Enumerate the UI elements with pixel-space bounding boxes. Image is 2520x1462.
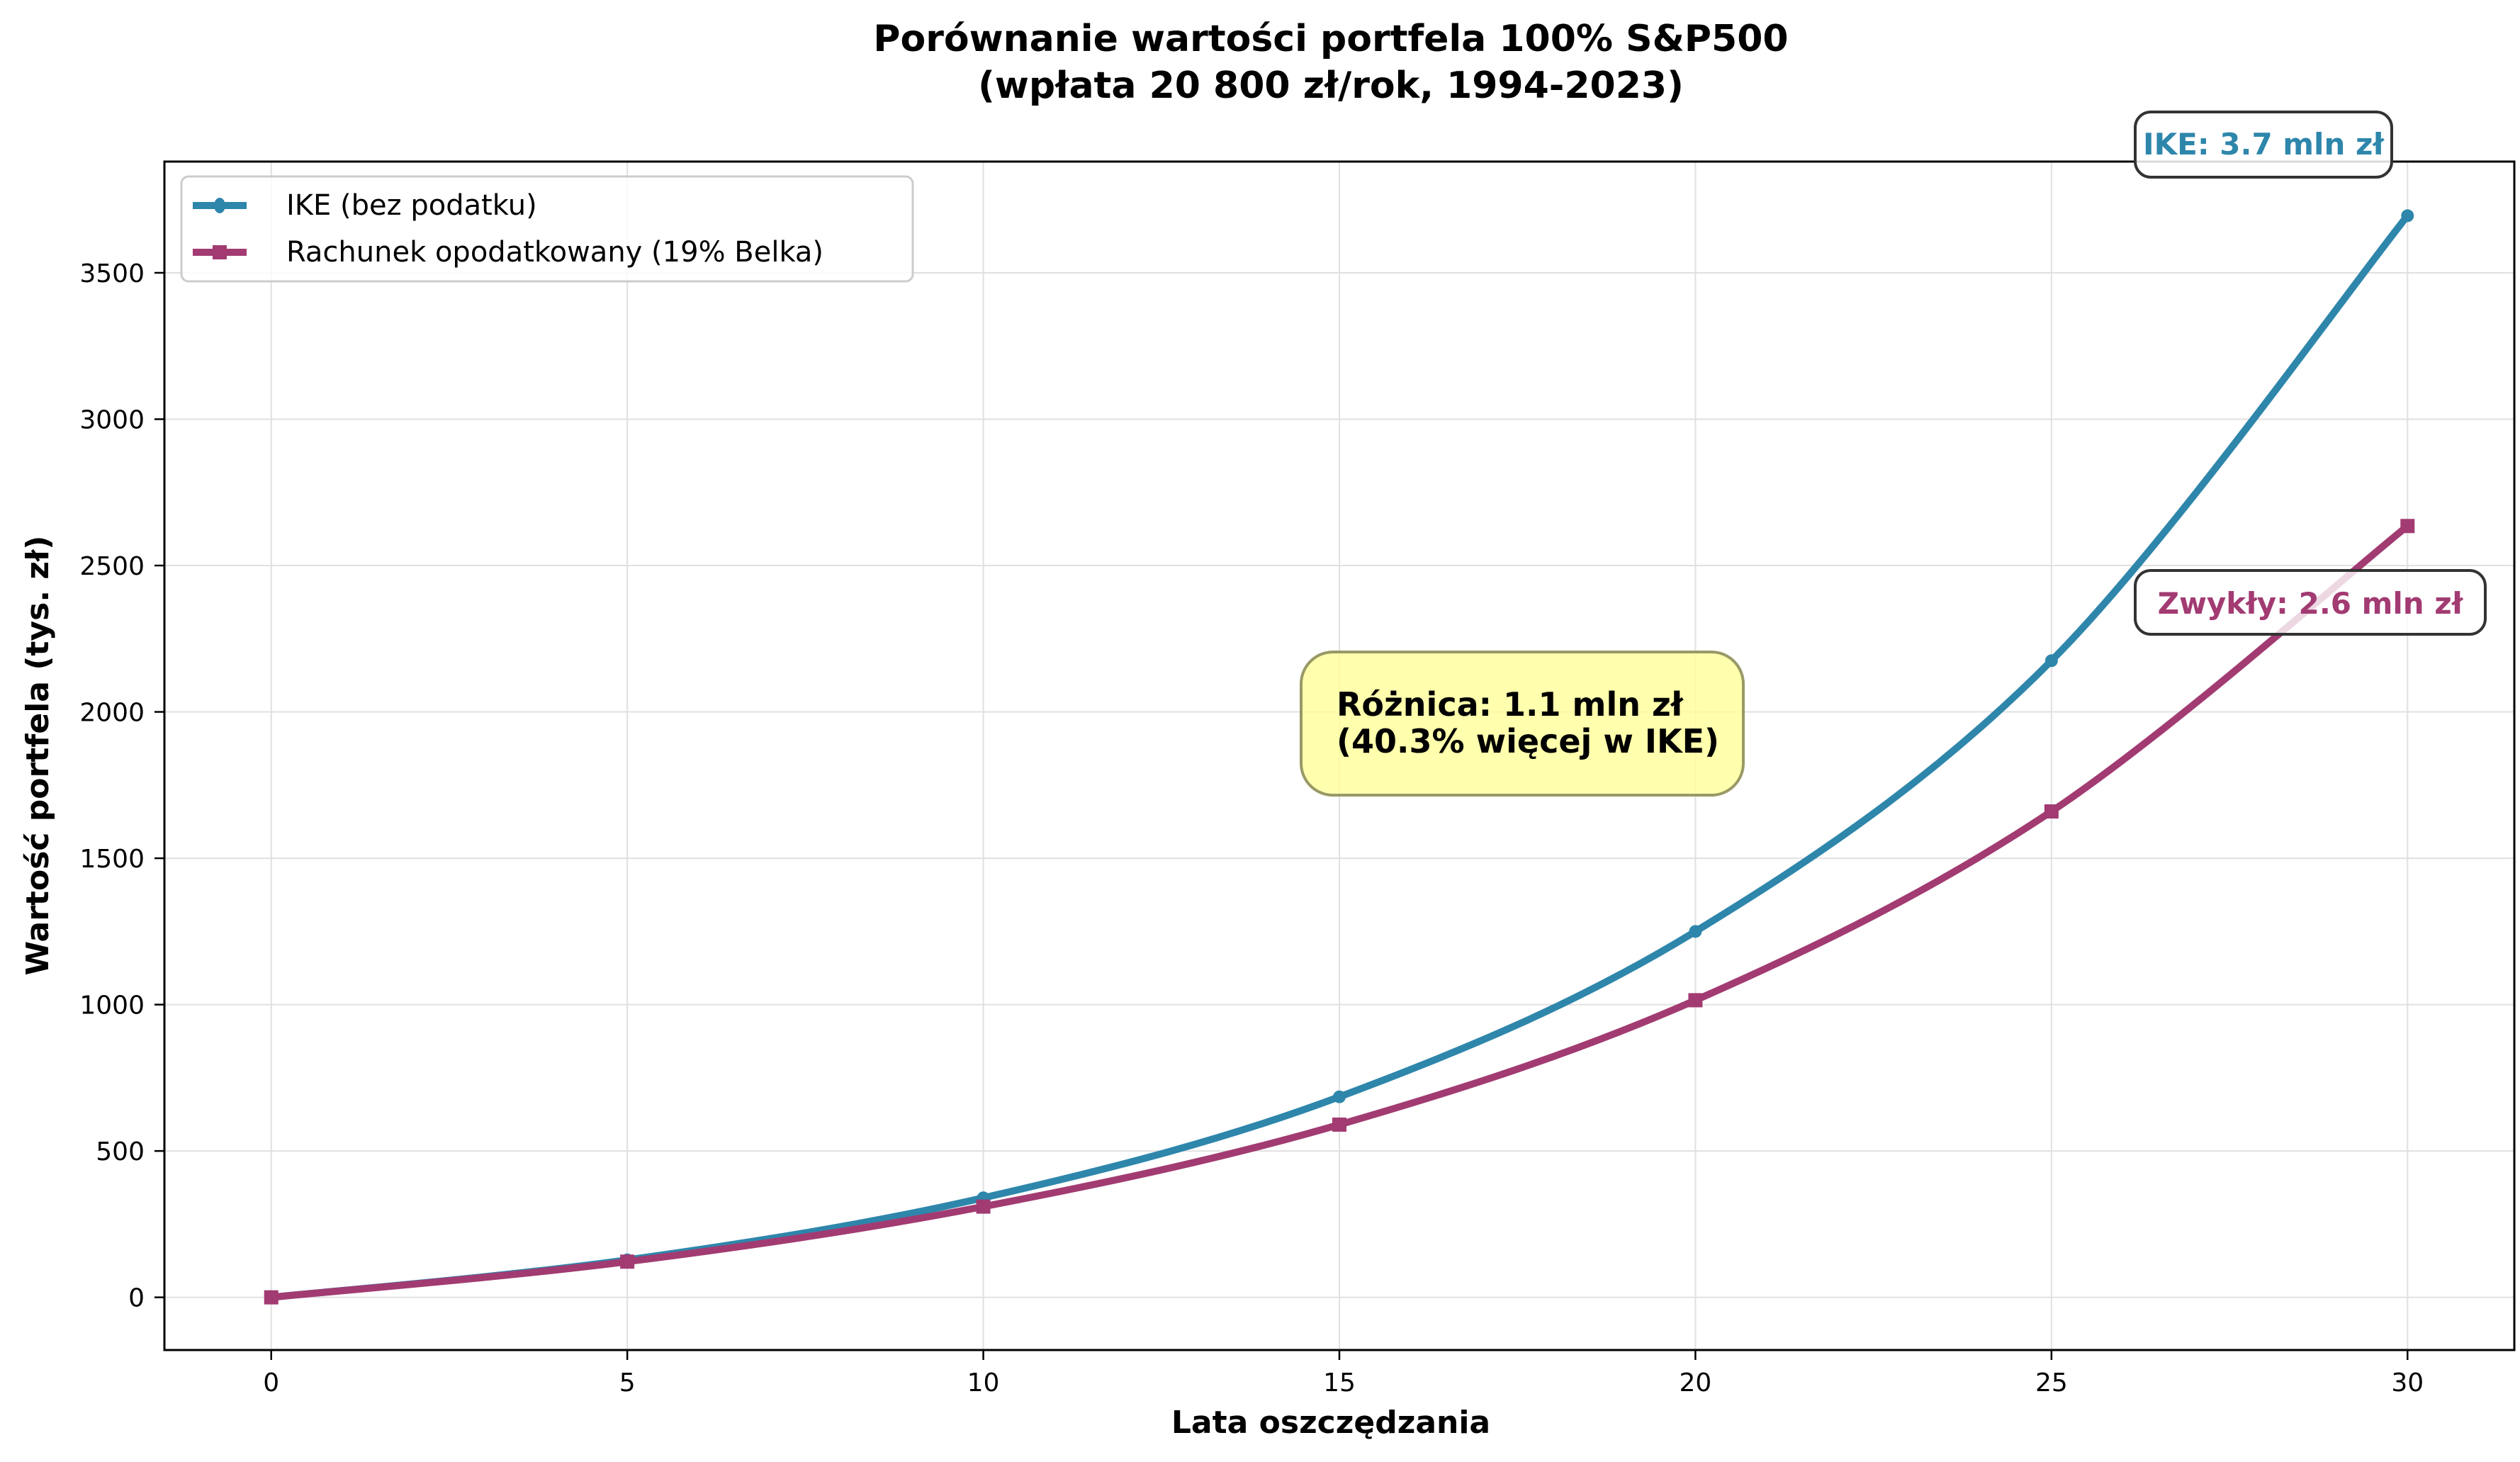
- x-tick-label: 15: [1323, 1368, 1356, 1398]
- y-tick-label: 0: [128, 1284, 145, 1313]
- x-tick-label: 5: [619, 1368, 636, 1398]
- difference-line2: (40.3% więcej w IKE): [1337, 722, 1719, 760]
- y-tick-label: 2500: [79, 552, 145, 581]
- taxed-point-marker-icon: [1332, 1117, 1346, 1132]
- taxed-point-marker-icon: [620, 1254, 635, 1269]
- ike-point-marker-icon: [2044, 654, 2058, 668]
- legend-ike-marker-icon: [214, 198, 225, 213]
- x-tick-label: 20: [1680, 1368, 1712, 1398]
- annotation-taxed-text: Zwykły: 2.6 mln zł: [2158, 586, 2464, 621]
- y-tick-label: 500: [96, 1137, 145, 1166]
- ike-point-marker-icon: [2401, 209, 2414, 223]
- ike-point-marker-icon: [1689, 925, 1702, 938]
- legend-taxed-label: Rachunek opodatkowany (19% Belka): [286, 236, 823, 269]
- annotation-ike-box: [2134, 111, 2393, 179]
- chart-subtitle: (wpłata 20 800 zł/rok, 1994-2023): [978, 64, 1684, 107]
- legend-box: [180, 175, 914, 283]
- chart-title: Porównanie wartości portfela 100% S&P500: [873, 18, 1788, 60]
- difference-annotation: Różnica: 1.1 mln zł (40.3% więcej w IKE): [1300, 651, 1745, 797]
- annotation-ike: IKE: 3.7 mln zł: [2134, 111, 2393, 179]
- taxed-point-marker-icon: [2044, 804, 2059, 819]
- grid: [164, 162, 2514, 1350]
- y-tick-label: 3500: [79, 259, 145, 288]
- y-tick-label: 1000: [79, 991, 145, 1020]
- ike-point-marker-icon: [1333, 1090, 1346, 1103]
- y-tick-label: 3000: [79, 405, 145, 434]
- series-layer: [264, 209, 2415, 1305]
- annotation-taxed-box: [2134, 569, 2487, 636]
- y-tick-label: 1500: [79, 845, 145, 874]
- y-axis-label: Wartość portfela (tys. zł): [20, 536, 56, 976]
- annotation-taxed: Zwykły: 2.6 mln zł: [2134, 569, 2487, 636]
- legend-ike-label: IKE (bez podatku): [286, 189, 537, 222]
- x-tick-label: 10: [967, 1368, 1000, 1398]
- legend: IKE (bez podatku) Rachunek opodatkowany …: [180, 175, 914, 283]
- x-axis-label: Lata oszczędzania: [1171, 1405, 1490, 1441]
- legend-taxed-marker-icon: [213, 245, 227, 259]
- difference-line1: Różnica: 1.1 mln zł: [1337, 685, 1684, 724]
- taxed-point-marker-icon: [976, 1199, 991, 1214]
- taxed-point-marker-icon: [264, 1290, 279, 1305]
- x-tick-label: 30: [2391, 1368, 2424, 1398]
- taxed-point-marker-icon: [1688, 993, 1703, 1008]
- x-tick-label: 25: [2035, 1368, 2068, 1398]
- tick-labels: 0 5 10 15 20 25 30 0 500 1000 1500 2000 2500 3000 3500: [79, 259, 2424, 1398]
- x-tick-label: 0: [263, 1368, 279, 1398]
- taxed-point-marker-icon: [2400, 519, 2415, 534]
- difference-box: [1300, 651, 1745, 797]
- annotation-ike-text: IKE: 3.7 mln zł: [2143, 127, 2385, 162]
- y-tick-label: 2000: [79, 699, 145, 728]
